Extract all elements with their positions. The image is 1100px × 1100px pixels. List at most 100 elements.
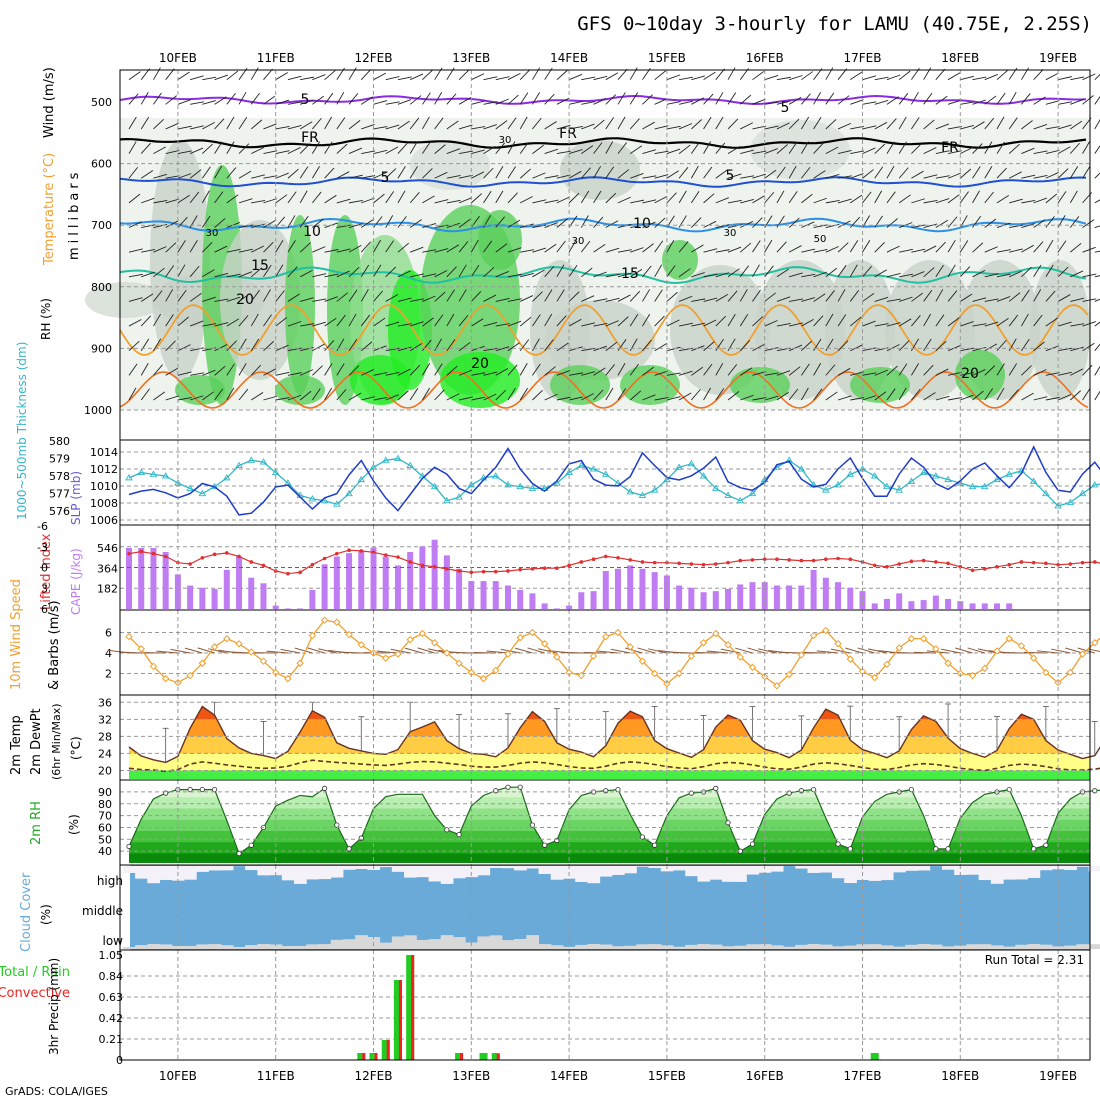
wind-barb bbox=[1021, 313, 1029, 327]
wind-barb bbox=[189, 395, 204, 401]
thickness-point bbox=[895, 486, 903, 493]
wind-barb bbox=[544, 366, 556, 376]
cloud-low-cover bbox=[746, 944, 760, 949]
wind-barb bbox=[128, 340, 140, 352]
wind-barb bbox=[886, 96, 899, 105]
wind-barb bbox=[690, 141, 700, 154]
wind-barb bbox=[666, 101, 681, 105]
wind-barb bbox=[727, 391, 740, 401]
cloud-low-cover bbox=[893, 946, 906, 949]
wind-barb bbox=[898, 116, 907, 130]
wind-barb bbox=[972, 390, 984, 401]
precip-tick-label: 0.42 bbox=[99, 1012, 124, 1025]
wind-barb bbox=[361, 150, 376, 155]
wind-barb bbox=[214, 118, 225, 130]
wind-barb bbox=[703, 220, 717, 228]
thickness-point bbox=[137, 468, 146, 476]
wind-barb bbox=[385, 240, 394, 253]
wind-barb bbox=[128, 116, 137, 130]
wind-barb bbox=[1057, 266, 1069, 278]
wind-barb bbox=[348, 266, 360, 278]
wind-barb bbox=[972, 121, 985, 130]
wind-barb bbox=[299, 369, 314, 376]
cloud-high-gap bbox=[880, 866, 894, 881]
wind-barb bbox=[837, 265, 847, 278]
wind-barb bbox=[458, 241, 469, 253]
cloud-low-cover bbox=[514, 938, 527, 949]
wind-barb bbox=[263, 150, 278, 155]
contour-20c bbox=[119, 304, 1089, 356]
surface-wind-barb bbox=[1087, 648, 1100, 653]
rh-shade-area bbox=[150, 140, 210, 380]
wind-barb bbox=[263, 264, 272, 278]
lifted-index-point bbox=[1007, 562, 1011, 567]
wind-barb bbox=[629, 314, 639, 327]
cape-bar bbox=[993, 603, 1000, 609]
wind-barb bbox=[776, 100, 791, 105]
wind-barb bbox=[287, 293, 300, 302]
wind-barb bbox=[189, 191, 200, 204]
wind-barb bbox=[1070, 323, 1085, 327]
ylabel-cape: CAPE (J/kg) bbox=[69, 548, 83, 615]
wind-barb bbox=[275, 125, 290, 130]
cloud-high-gap bbox=[966, 866, 980, 875]
wind-barb bbox=[190, 101, 204, 105]
wind-barb bbox=[1008, 143, 1020, 154]
thickness-point bbox=[223, 473, 231, 481]
wind-barb bbox=[458, 96, 472, 105]
wind-barb bbox=[434, 363, 443, 376]
wind-barb bbox=[556, 124, 571, 130]
wind-barb bbox=[593, 75, 608, 81]
wind-barb bbox=[434, 199, 449, 204]
wind-barb bbox=[617, 116, 626, 130]
wind-barb bbox=[409, 95, 422, 105]
cloud-high-gap bbox=[819, 866, 833, 873]
wind-barb bbox=[226, 273, 241, 278]
lifted-index-point bbox=[750, 558, 755, 562]
cape-bar bbox=[932, 595, 939, 609]
wind-barb bbox=[287, 125, 302, 130]
wind-barb bbox=[348, 174, 363, 179]
thickness-point bbox=[663, 475, 671, 483]
rh-line bbox=[128, 786, 1100, 855]
wind-barb bbox=[348, 289, 358, 302]
wind-barb bbox=[177, 71, 190, 81]
wind-barb bbox=[703, 319, 717, 327]
wind-barb bbox=[960, 146, 974, 155]
wind-barb bbox=[226, 70, 239, 81]
wind-barb bbox=[483, 76, 498, 81]
slp-line bbox=[128, 445, 1100, 516]
cape-bar bbox=[871, 603, 878, 609]
wind-barb bbox=[202, 121, 215, 130]
wind-speed-point bbox=[296, 659, 304, 667]
wind-barb bbox=[984, 365, 996, 376]
wind-speed-point bbox=[736, 653, 744, 661]
wind-speed-point bbox=[418, 629, 427, 638]
wind-barb bbox=[1045, 172, 1059, 179]
ylabel-wind-barbs: & Barbs (m/s) bbox=[47, 600, 62, 690]
wind-barb bbox=[201, 166, 211, 179]
rh-band bbox=[129, 831, 1090, 844]
wind-barb bbox=[947, 317, 960, 327]
wind-barb bbox=[629, 268, 643, 278]
rh-point bbox=[933, 846, 939, 852]
wind-barb bbox=[214, 96, 227, 105]
wind-barb bbox=[226, 167, 237, 179]
wind-barb bbox=[202, 76, 217, 81]
wind-barb bbox=[935, 264, 944, 278]
wind-barb bbox=[960, 372, 975, 376]
wind-barb bbox=[422, 195, 435, 204]
thickness-point bbox=[394, 454, 402, 462]
wind-barb bbox=[360, 289, 369, 302]
wind-barb bbox=[361, 369, 375, 376]
wind-barb bbox=[1045, 126, 1060, 130]
wind-speed-point bbox=[382, 654, 390, 662]
thickness-point bbox=[687, 459, 696, 467]
wind-speed-point bbox=[932, 645, 940, 653]
wind-speed-point bbox=[846, 655, 854, 663]
date-label-top: 19FEB bbox=[1039, 51, 1077, 65]
wind-barb bbox=[397, 216, 407, 228]
rh-point bbox=[199, 786, 205, 793]
date-label-bottom: 19FEB bbox=[1039, 1069, 1077, 1083]
wind-barb bbox=[776, 241, 787, 253]
